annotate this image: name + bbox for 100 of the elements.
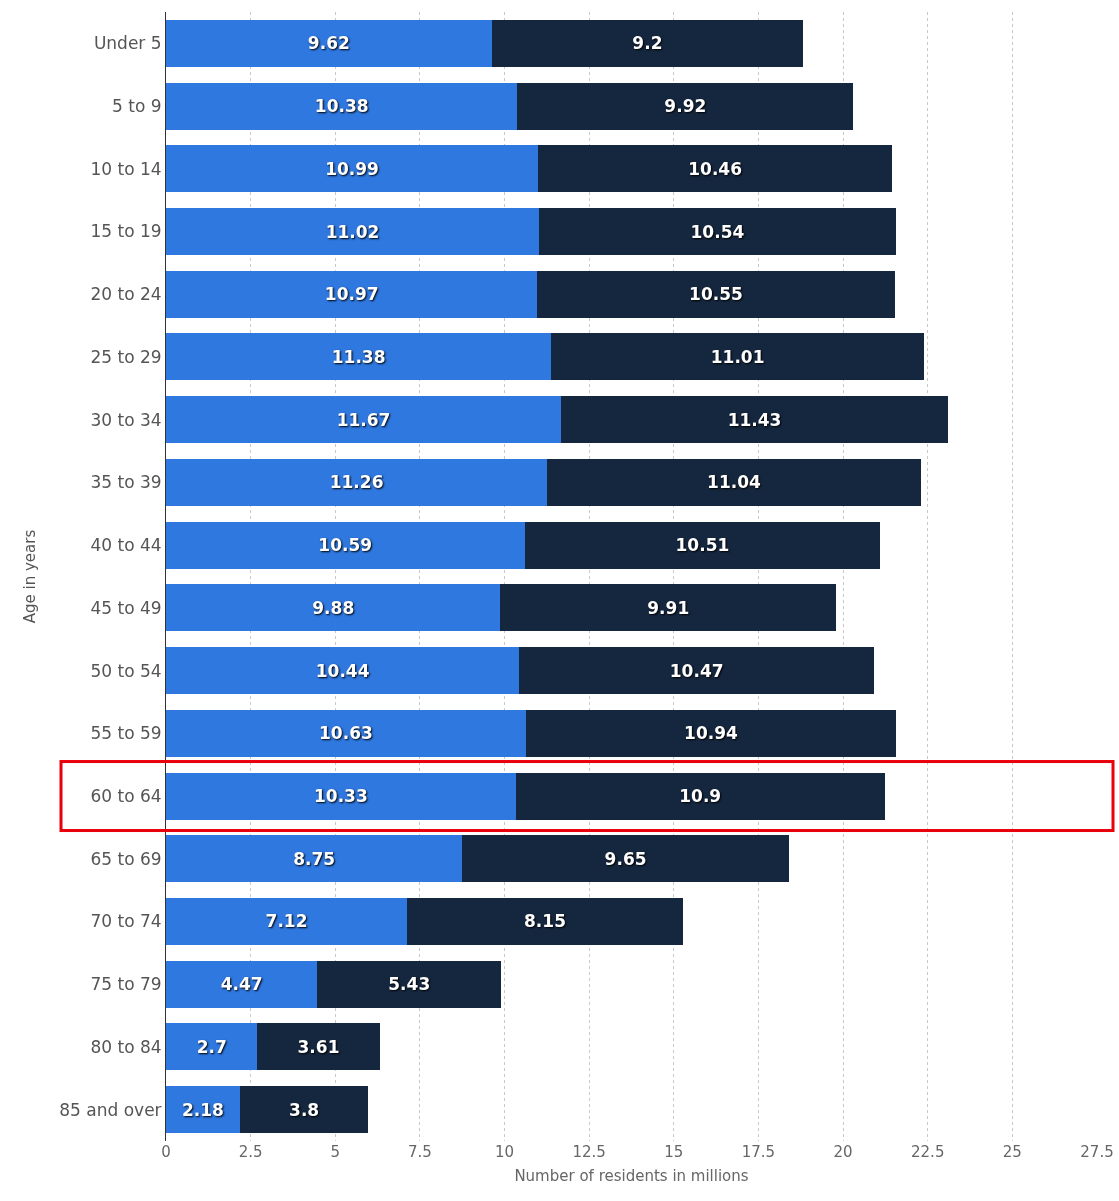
data-label: 11.26 <box>329 472 384 493</box>
data-label: 10.44 <box>315 660 370 681</box>
data-label: 9.65 <box>604 848 647 869</box>
data-label: 3.61 <box>297 1036 340 1057</box>
bar <box>537 270 895 318</box>
data-label: 3.8 <box>289 1099 320 1120</box>
bar <box>491 19 804 67</box>
bar <box>547 458 921 506</box>
y-tick-label: Under 5 <box>93 33 162 54</box>
bar <box>166 145 539 193</box>
data-label: 8.15 <box>524 911 566 932</box>
y-tick-label: 35 to 39 <box>90 472 162 493</box>
bar <box>239 1086 369 1134</box>
x-axis-title: Number of residents in millions <box>514 1167 749 1185</box>
bar <box>317 960 502 1008</box>
x-tick-label: 7.5 <box>407 1143 432 1161</box>
data-label: 10.97 <box>324 284 379 305</box>
bar <box>166 584 501 632</box>
y-tick-label: 10 to 14 <box>90 158 162 179</box>
x-tick-label: 15 <box>664 1143 684 1161</box>
data-label: 9.88 <box>312 597 355 618</box>
data-label: 10.51 <box>675 535 730 556</box>
data-label: 10.99 <box>325 158 379 179</box>
data-label: 10.9 <box>679 786 722 807</box>
data-label: 5.43 <box>388 974 431 995</box>
y-tick-label: 20 to 24 <box>90 284 162 305</box>
y-tick-label: 70 to 74 <box>90 911 162 932</box>
bar <box>551 333 924 381</box>
data-label: 10.38 <box>314 96 369 117</box>
bar <box>166 458 548 506</box>
data-label: 10.63 <box>319 723 373 744</box>
bar <box>525 709 897 757</box>
data-label: 10.59 <box>318 535 373 556</box>
x-tick-label: 20 <box>833 1143 853 1161</box>
bar <box>166 647 520 695</box>
data-label: 2.18 <box>181 1099 224 1120</box>
bar <box>166 835 463 883</box>
data-label: 9.91 <box>647 597 690 618</box>
bar <box>561 396 949 444</box>
bar <box>166 82 518 130</box>
data-label: 8.75 <box>293 848 336 869</box>
data-label: 2.7 <box>196 1036 227 1057</box>
y-tick-label: 65 to 69 <box>90 848 162 869</box>
data-label: 10.54 <box>690 221 745 242</box>
x-tick-label: 22.5 <box>911 1143 945 1161</box>
bar <box>166 709 526 757</box>
y-tick-label: 80 to 84 <box>90 1036 162 1057</box>
data-label: 10.33 <box>313 786 368 807</box>
data-label: 4.47 <box>220 974 263 995</box>
bar <box>524 521 881 569</box>
data-label: 10.46 <box>688 158 743 179</box>
bar <box>166 521 525 569</box>
data-label: 9.62 <box>307 33 350 54</box>
y-tick-label: 50 to 54 <box>90 660 162 681</box>
x-tick-label: 2.5 <box>238 1143 263 1161</box>
bar <box>166 19 492 67</box>
data-label: 9.2 <box>632 33 663 54</box>
data-label: 11.43 <box>727 409 782 430</box>
y-tick-label: 40 to 44 <box>90 535 162 556</box>
y-axis-title: Age in years <box>20 529 39 624</box>
bar <box>500 584 836 632</box>
bar <box>166 333 552 381</box>
bar <box>166 208 540 256</box>
bar <box>166 897 408 945</box>
bar <box>539 208 896 256</box>
y-tick-label: 85 and over <box>59 1099 162 1120</box>
x-tick-label: 0 <box>161 1143 171 1161</box>
x-tick-label: 5 <box>330 1143 341 1161</box>
y-tick-label: 75 to 79 <box>90 974 162 995</box>
data-label: 11.02 <box>325 221 380 242</box>
y-tick-label: 30 to 34 <box>90 409 162 430</box>
bar <box>166 270 538 318</box>
bar <box>166 396 562 444</box>
x-tick-label: 27.5 <box>1080 1143 1114 1161</box>
data-label: 11.01 <box>710 346 765 367</box>
bar <box>407 897 683 945</box>
data-label: 10.94 <box>684 723 739 744</box>
y-tick-label: 45 to 49 <box>90 597 162 618</box>
data-label: 11.04 <box>707 472 762 493</box>
x-tick-label: 12.5 <box>572 1143 606 1161</box>
y-tick-label: 5 to 9 <box>112 96 162 117</box>
bar <box>517 82 854 130</box>
data-label: 9.92 <box>664 96 707 117</box>
data-label: 10.55 <box>689 284 743 305</box>
bar <box>166 960 318 1008</box>
x-tick-label: 17.5 <box>741 1143 776 1161</box>
data-label: 11.38 <box>331 346 386 367</box>
data-label: 7.12 <box>265 911 308 932</box>
x-tick-label: 10 <box>495 1143 515 1161</box>
x-tick-label: 25 <box>1002 1143 1022 1161</box>
bar <box>462 835 789 883</box>
data-label: 11.67 <box>336 409 391 430</box>
bar <box>166 772 516 820</box>
bar <box>515 772 885 820</box>
y-tick-label: 60 to 64 <box>90 785 162 806</box>
bar <box>519 647 874 695</box>
data-label: 10.47 <box>669 660 724 681</box>
y-tick-label: 25 to 29 <box>90 346 162 367</box>
y-tick-label: 55 to 59 <box>90 723 162 744</box>
y-tick-label: 15 to 19 <box>90 221 162 242</box>
